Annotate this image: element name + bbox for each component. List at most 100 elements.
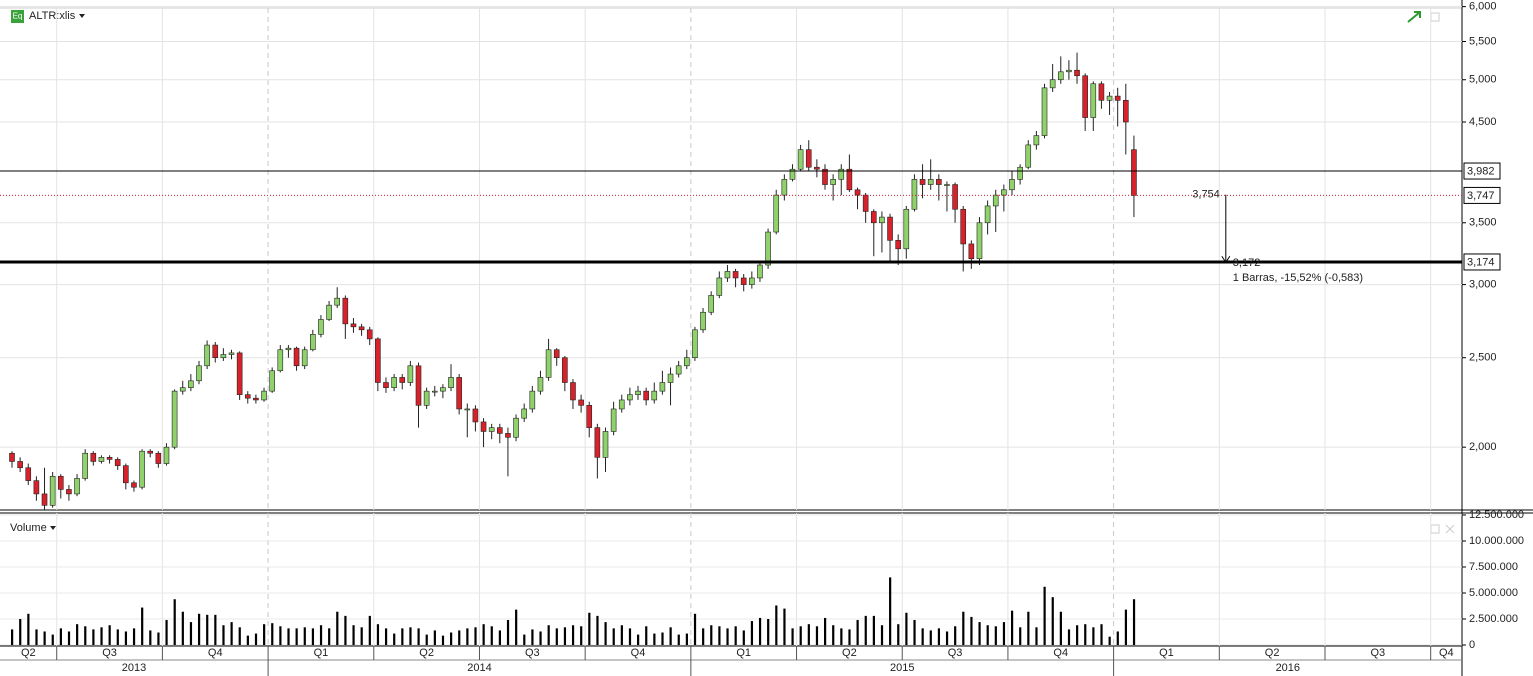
volume-bar	[604, 622, 607, 645]
candle-body	[1066, 69, 1072, 73]
volume-bar	[897, 624, 900, 645]
volume-bar	[612, 628, 615, 645]
candle-body	[33, 480, 40, 495]
volume-bar	[141, 607, 144, 645]
level-label-box	[1463, 253, 1501, 271]
level-label: 3,982	[1467, 165, 1495, 177]
volume-bar	[563, 627, 567, 645]
y-tick-label: 2,000	[1469, 441, 1497, 453]
volume-bar	[588, 612, 591, 645]
volume-bar	[450, 632, 453, 645]
volume-bar	[425, 634, 428, 645]
volume-bar	[1027, 611, 1030, 645]
volume-bar	[767, 619, 770, 645]
dropdown-arrow[interactable]	[50, 526, 56, 530]
volume-bar	[750, 621, 754, 645]
volume-bar	[100, 627, 103, 645]
quarter-label: Q4	[1053, 647, 1068, 659]
candle-body	[960, 208, 967, 245]
volume-bar	[352, 625, 355, 645]
year-label: 2016	[1276, 662, 1300, 674]
quarter-label: Q4	[1439, 647, 1454, 659]
volume-bar	[51, 634, 54, 645]
volume-bar	[848, 629, 851, 645]
trend-icon[interactable]	[1407, 11, 1421, 23]
volume-bar	[393, 633, 396, 645]
candle-body	[188, 380, 194, 388]
level-label-box	[1463, 186, 1501, 204]
candle-body	[293, 347, 300, 367]
candle-body	[310, 334, 316, 351]
volume-bar	[1019, 627, 1022, 645]
volume-bar	[173, 599, 176, 645]
volume-bar	[319, 625, 323, 645]
volume-bar	[1002, 622, 1006, 645]
symbol-title[interactable]: ALTR:xlis	[29, 10, 76, 22]
candle-body	[936, 179, 942, 185]
close-button[interactable]	[1445, 524, 1455, 534]
volume-bar	[214, 614, 217, 645]
candle-body	[480, 421, 487, 432]
volume-bar	[807, 624, 810, 645]
dropdown-arrow[interactable]	[79, 14, 85, 18]
y-tick-label: 3,000	[1469, 278, 1497, 290]
volume-bar	[710, 625, 713, 645]
measure-arrowhead	[1221, 255, 1231, 264]
symbol-icon-text: Eq	[13, 12, 23, 21]
volume-bar	[994, 626, 997, 645]
candle-body	[196, 365, 202, 382]
year-label: 2014	[467, 662, 491, 674]
y-tick-label: 3,500	[1469, 217, 1497, 229]
volume-bar	[474, 627, 477, 645]
measure-start-label: 3,754	[1192, 189, 1220, 201]
volume-bar	[726, 628, 729, 645]
candle-body	[212, 344, 219, 358]
candle-body	[366, 329, 373, 340]
volume-bar	[76, 624, 79, 645]
candle-body	[448, 377, 454, 388]
volume-bar	[376, 624, 380, 645]
volume-bar	[791, 628, 794, 645]
candle-body	[1025, 144, 1032, 168]
candle-body	[25, 467, 32, 481]
volume-bar	[1100, 624, 1103, 645]
candle-body	[692, 329, 698, 358]
volume-bar	[59, 628, 62, 645]
volume-bar	[832, 625, 835, 645]
y-tick-label: 10.000.000	[1469, 535, 1524, 547]
candle-body	[537, 377, 544, 392]
candle-body	[716, 277, 723, 296]
symbol-icon[interactable]	[11, 10, 24, 23]
candle-body	[927, 179, 934, 185]
volume-bar	[539, 631, 542, 645]
quarter-label: Q3	[525, 647, 540, 659]
volume-bar	[880, 625, 884, 645]
y-tick-label: 2,500	[1469, 352, 1497, 364]
candle-body	[131, 482, 137, 488]
year-label: 2015	[890, 662, 914, 674]
quarter-label: Q2	[842, 647, 857, 659]
candle-body	[667, 373, 674, 383]
volume-bar	[669, 627, 672, 645]
volume-bar	[1092, 627, 1095, 645]
volume-bar	[872, 615, 875, 645]
volume-bar	[181, 611, 184, 645]
volume-bar	[653, 633, 656, 645]
level-label: 3,174	[1467, 256, 1495, 268]
measure-end-label: 3,172	[1233, 257, 1261, 269]
volume-bar	[962, 611, 965, 645]
volume-title[interactable]: Volume	[10, 522, 47, 534]
candle-body	[521, 408, 527, 419]
candle-body	[1049, 79, 1056, 89]
volume-bar	[661, 632, 664, 645]
candle-body	[586, 405, 593, 428]
volume-bar	[287, 628, 290, 645]
volume-bar	[92, 629, 95, 645]
candle-body	[90, 452, 97, 462]
candle-body	[854, 189, 861, 196]
volume-bar	[677, 634, 680, 645]
candle-body	[488, 427, 495, 432]
volume-bar	[246, 635, 249, 645]
volume-bar	[1051, 597, 1054, 645]
volume-bar	[815, 626, 819, 645]
